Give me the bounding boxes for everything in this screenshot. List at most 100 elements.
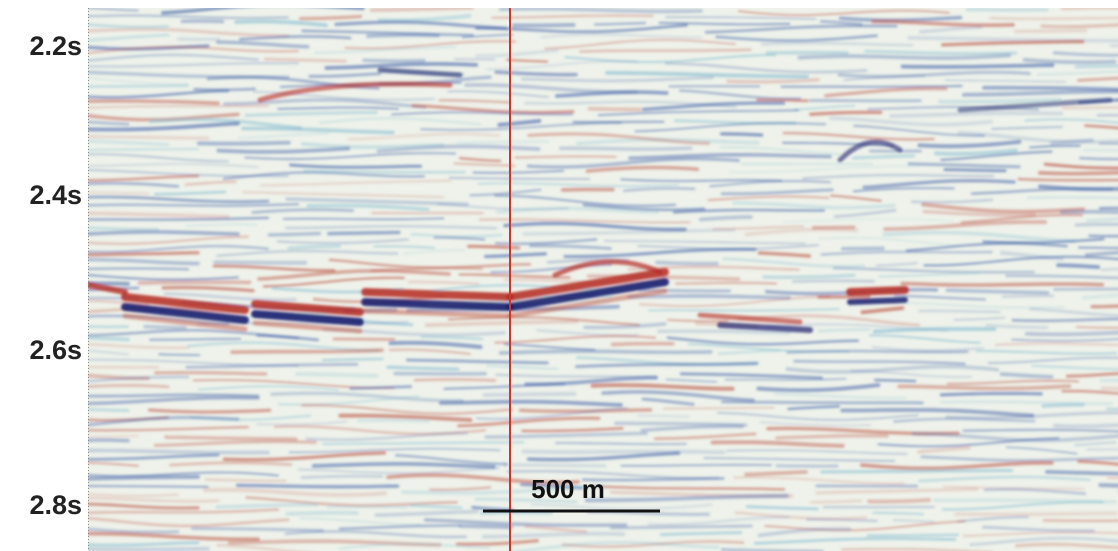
reflector: [199, 143, 289, 144]
reflector: [505, 465, 605, 466]
reflector: [722, 402, 922, 403]
reflector: [1111, 45, 1118, 46]
reflector: [365, 302, 510, 307]
reflector: [941, 394, 1041, 395]
reflector: [88, 192, 148, 193]
reflector: [1077, 327, 1118, 328]
seismic-figure: 500 m 2.2s 2.4s 2.6s 2.8s: [0, 0, 1118, 551]
reflector: [159, 354, 199, 355]
reflector: [902, 283, 1102, 285]
reflector: [1079, 248, 1118, 249]
reflector: [88, 549, 208, 550]
reflector: [676, 283, 776, 284]
reflector: [88, 436, 138, 437]
reflector: [302, 476, 382, 477]
time-label: 2.4s: [29, 180, 82, 210]
reflector: [899, 386, 1069, 388]
reflector: [919, 311, 999, 312]
reflector: [563, 189, 613, 190]
reflector: [956, 513, 1116, 514]
reflector: [746, 472, 806, 475]
reflector: [613, 344, 673, 345]
reflector: [664, 408, 774, 409]
reflector: [501, 351, 711, 353]
reflector: [485, 394, 575, 395]
reflector: [88, 136, 208, 138]
reflector: [945, 170, 1005, 171]
reflector: [722, 134, 762, 135]
reflector: [88, 338, 128, 340]
reflector: [215, 262, 305, 263]
reflector: [88, 86, 188, 87]
reflector: [284, 218, 444, 219]
reflector: [461, 526, 511, 527]
reflector: [514, 25, 574, 26]
reflector: [289, 246, 339, 248]
reflector: [590, 109, 640, 110]
reflector: [364, 60, 424, 61]
reflector: [88, 269, 188, 270]
reflector: [156, 373, 266, 374]
reflector: [88, 232, 238, 234]
reflector: [657, 263, 717, 264]
reflector: [799, 55, 1009, 58]
reflector: [659, 331, 789, 333]
reflector: [1016, 31, 1086, 32]
reflector: [1101, 380, 1118, 381]
reflector: [819, 330, 869, 332]
reflector: [415, 380, 495, 381]
reflector: [88, 228, 158, 230]
reflector: [516, 156, 616, 157]
reflector: [88, 395, 258, 396]
reflector: [850, 290, 905, 292]
reflector: [269, 234, 319, 235]
reflector: [947, 290, 1047, 293]
scale-bar-label: 500 m: [531, 474, 605, 504]
reflector: [728, 80, 818, 82]
reflector: [88, 440, 128, 441]
reflector: [329, 232, 399, 233]
reflector: [88, 409, 128, 410]
reflector: [561, 148, 691, 149]
reflector: [368, 35, 438, 36]
reflector: [145, 327, 185, 328]
reflector: [1043, 405, 1083, 406]
reflector: [166, 437, 296, 439]
reflector: [297, 374, 377, 376]
reflector: [1028, 197, 1118, 198]
reflector: [232, 350, 382, 352]
reflector: [523, 452, 723, 453]
reflector: [1077, 65, 1118, 67]
reflector: [903, 65, 1053, 67]
reflector: [868, 535, 958, 536]
reflector: [359, 420, 429, 421]
reflector: [372, 8, 472, 10]
reflector: [1076, 224, 1118, 225]
reflector: [88, 477, 198, 479]
time-label: 2.2s: [29, 31, 82, 61]
reflector: [150, 339, 240, 340]
reflector: [1063, 107, 1118, 108]
reflector: [990, 18, 1118, 19]
reflector: [793, 281, 873, 282]
reflector: [140, 282, 250, 283]
reflector: [822, 471, 1012, 473]
reflector: [782, 86, 962, 87]
time-label: 2.6s: [29, 335, 82, 365]
reflector: [238, 485, 398, 487]
reflector: [787, 351, 967, 352]
reflector: [458, 142, 548, 144]
reflector: [481, 513, 551, 514]
reflector: [365, 292, 510, 297]
reflector: [88, 149, 198, 150]
reflector: [88, 253, 198, 255]
reflector: [629, 296, 789, 298]
reflector: [758, 100, 808, 101]
reflector: [869, 500, 929, 502]
reflector: [88, 385, 168, 386]
reflector: [1040, 172, 1118, 174]
reflector: [1062, 212, 1118, 214]
reflector: [764, 275, 854, 277]
reflector: [580, 50, 750, 52]
reflector: [1003, 296, 1053, 297]
